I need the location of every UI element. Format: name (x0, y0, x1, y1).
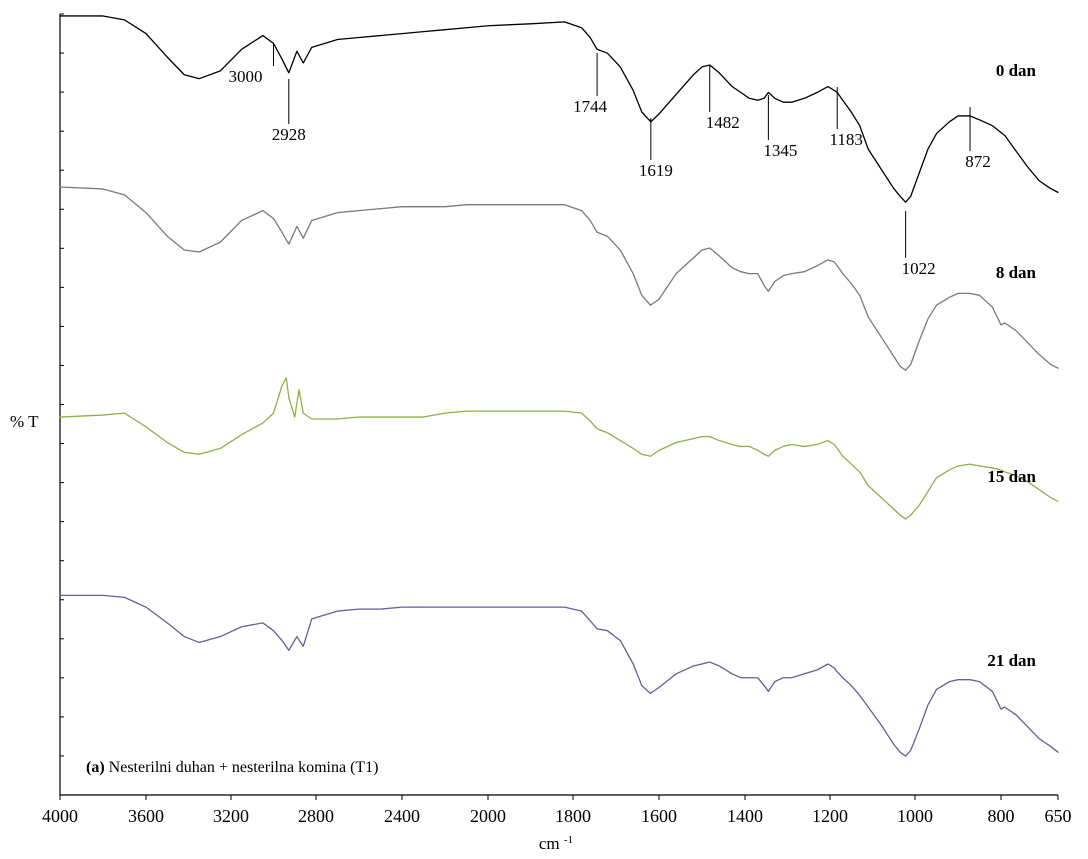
annotations-group: 3000 2928 1744 1619 1482 1345 1183 1022 872 (229, 43, 991, 278)
y-axis-title: % T (10, 412, 39, 431)
series-line-8-dan (59, 186, 1059, 371)
axes-group: 4000 3600 3200 2800 2400 2000 1800 1600 1400 1200… (42, 13, 1072, 826)
annotation-label: 1022 (902, 259, 936, 278)
x-tick-label: 3200 (213, 806, 249, 826)
x-tick-label: 3600 (128, 806, 164, 826)
x-tick-label: 4000 (42, 806, 78, 826)
x-tick-label: 1000 (897, 806, 933, 826)
series-label: 8 dan (996, 263, 1037, 282)
series-label-group: 0 dan 8 dan 15 dan 21 dan (987, 61, 1036, 670)
x-axis-title-superscript: -1 (564, 834, 573, 846)
x-axis-title: cm -1 (539, 834, 573, 853)
x-tick-label: 1600 (641, 806, 677, 826)
x-tick-label: 2000 (470, 806, 506, 826)
chart-caption-text: Nesterilni duhan + nesterilna komina (T1… (109, 759, 379, 776)
annotation-label: 3000 (229, 67, 263, 86)
y-ticks (60, 13, 64, 796)
x-ticks: 4000 3600 3200 2800 2400 2000 1800 1600 1400 1200… (42, 795, 1072, 826)
series-label: 0 dan (996, 61, 1037, 80)
annotation-label: 2928 (272, 125, 306, 144)
chart-caption: (a) Nesterilni duhan + nesterilna komina… (86, 759, 379, 776)
series-label: 15 dan (987, 467, 1036, 486)
annotation-label: 1183 (830, 130, 863, 149)
chart-caption-bold: (a) (86, 759, 105, 776)
annotation-label: 1619 (639, 161, 673, 180)
series-line-0-dan (59, 15, 1059, 203)
x-tick-label: 650 (1045, 806, 1072, 826)
annotation-label: 1744 (573, 97, 608, 116)
x-tick-label: 1400 (727, 806, 763, 826)
x-tick-label: 2400 (384, 806, 420, 826)
x-tick-label: 800 (988, 806, 1015, 826)
series-line-21-dan (59, 594, 1059, 757)
plot-group (59, 15, 1059, 757)
series-label: 21 dan (987, 651, 1036, 670)
series-line-15-dan (59, 377, 1059, 520)
x-tick-label: 2800 (298, 806, 334, 826)
x-tick-label: 1800 (555, 806, 591, 826)
annotation-label: 1482 (706, 113, 740, 132)
annotation-label: 872 (965, 152, 991, 171)
x-tick-label: 1200 (812, 806, 848, 826)
annotation-label: 1345 (763, 141, 797, 160)
x-axis-title-main: cm (539, 834, 560, 853)
